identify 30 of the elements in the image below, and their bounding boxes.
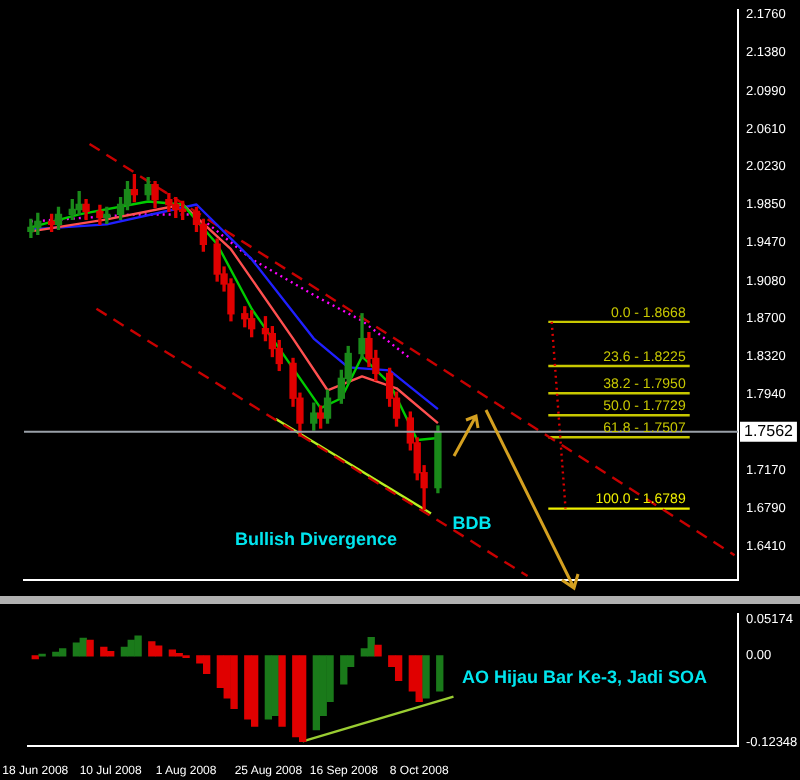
bar (155, 645, 163, 657)
bar (278, 655, 286, 727)
bar (120, 646, 129, 657)
bar (436, 655, 444, 692)
bar (250, 655, 259, 727)
annotation: AO Hijau Bar Ke-3, Jadi SOA (462, 666, 709, 687)
bar (292, 655, 300, 738)
bar (86, 639, 94, 657)
bar (107, 651, 115, 657)
bar (422, 655, 430, 699)
bar (134, 635, 142, 657)
bar (100, 646, 108, 657)
bar (340, 655, 348, 685)
bar (148, 641, 156, 657)
bar (203, 655, 211, 675)
bar (298, 655, 307, 743)
bar (367, 636, 375, 657)
bar (264, 655, 273, 720)
bar (312, 655, 321, 731)
annotation: Bullish Divergence (234, 528, 398, 549)
bar (244, 655, 252, 720)
bar (374, 644, 382, 657)
annotation: BDB (452, 512, 493, 533)
bar (72, 642, 81, 657)
bar (59, 648, 67, 657)
ref-line-label: 1.7562 (744, 422, 795, 441)
bar (52, 651, 60, 657)
bar (394, 655, 403, 682)
bar (230, 655, 238, 710)
bar (168, 649, 177, 657)
